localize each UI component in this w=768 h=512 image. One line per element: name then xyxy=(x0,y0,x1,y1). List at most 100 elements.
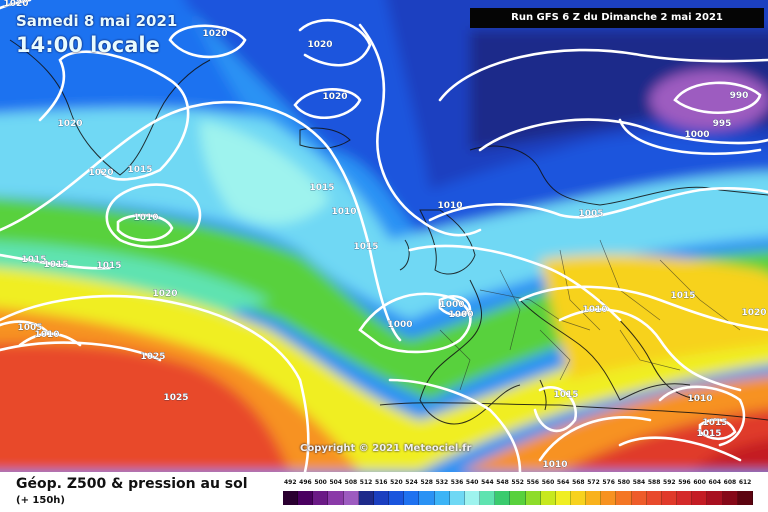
color-scale-label: 560 xyxy=(541,479,555,486)
isobar-label: 1020 xyxy=(741,308,766,318)
color-scale-label: 544 xyxy=(481,479,494,486)
color-scale-label: 532 xyxy=(435,479,449,486)
color-scale-label: 516 xyxy=(374,479,388,486)
color-scale xyxy=(283,491,753,505)
isobar-label: 1025 xyxy=(140,352,165,362)
color-scale-swatch xyxy=(540,491,556,505)
isobar-label: 1020 xyxy=(57,119,82,129)
color-scale-label: 520 xyxy=(390,479,403,486)
isobar-label: 1010 xyxy=(133,213,158,223)
color-scale-label: 552 xyxy=(511,479,524,486)
coastlines xyxy=(9,39,768,425)
isobar-label: 1015 xyxy=(309,183,334,193)
color-scale-label: 536 xyxy=(450,479,464,486)
isobar-label: 1010 xyxy=(582,305,607,315)
color-scale-label: 580 xyxy=(617,479,631,486)
color-scale-label: 492 xyxy=(284,479,297,486)
forecast-time: 14:00 locale xyxy=(16,33,160,57)
color-scale-swatch xyxy=(586,491,602,505)
color-scale-label: 528 xyxy=(420,479,433,486)
color-scale-swatch xyxy=(328,491,344,505)
color-scale-swatch xyxy=(449,491,465,505)
color-scale-swatch xyxy=(434,491,450,505)
color-scale-label: 596 xyxy=(678,479,691,486)
copyright-notice: Copyright © 2021 Meteociel.fr xyxy=(300,443,472,454)
color-scale-swatch xyxy=(358,491,374,505)
legend-title: Géop. Z500 & pression au sol xyxy=(16,476,248,492)
color-scale-swatch xyxy=(570,491,587,505)
forecast-lead-time: (+ 150h) xyxy=(16,495,65,506)
color-scale-swatch xyxy=(677,491,693,505)
color-scale-swatch xyxy=(419,491,435,505)
color-scale-swatch xyxy=(404,491,420,505)
isobar-label: 1010 xyxy=(34,330,59,340)
color-scale-swatch xyxy=(480,491,496,505)
isobar-label: 1015 xyxy=(553,390,578,400)
color-scale-label: 604 xyxy=(708,479,722,486)
isobar-label: 1005 xyxy=(17,323,42,333)
isobar-label: 1020 xyxy=(202,29,227,39)
isobar-label: 1015 xyxy=(670,291,695,301)
isobar-labels: 1020 1020 1020 1020 1020 1020 1015 1015 … xyxy=(3,0,766,470)
isobar-label: 1015 xyxy=(127,165,152,175)
color-scale-label: 612 xyxy=(738,479,752,486)
color-scale-label: 504 xyxy=(329,479,342,486)
isobar-label: 1010 xyxy=(687,394,712,404)
color-scale-swatch xyxy=(601,491,617,505)
color-scale-label: 600 xyxy=(693,479,706,486)
isobar-label: 1020 xyxy=(322,92,347,102)
color-scale-label: 572 xyxy=(587,479,600,486)
color-scale-swatch xyxy=(737,491,753,505)
color-scale-label: 500 xyxy=(314,479,327,486)
color-scale-swatch xyxy=(389,491,405,505)
color-scale-labels: 492 496 500 504 508 512 516 520 524 528 532 536 540 5… xyxy=(283,479,753,489)
color-scale-swatch xyxy=(631,491,647,505)
color-scale-swatch xyxy=(495,491,511,505)
color-scale-label: 512 xyxy=(359,479,373,486)
isobar-lines xyxy=(0,0,768,472)
color-scale-label: 584 xyxy=(632,479,646,486)
color-scale-swatch xyxy=(373,491,390,505)
color-scale-label: 568 xyxy=(572,479,585,486)
isobar-label: 1020 xyxy=(88,168,113,178)
isobar-label: 1020 xyxy=(152,289,177,299)
color-scale-swatch xyxy=(510,491,526,505)
isobar-label: 1005 xyxy=(578,209,603,219)
color-scale-label: 508 xyxy=(344,479,358,486)
isobar-label: 1000 xyxy=(387,320,412,330)
isobar-label: 1015 xyxy=(21,255,46,265)
isobar-label: 1020 xyxy=(3,0,28,9)
color-scale-label: 548 xyxy=(496,479,509,486)
color-scale-swatch xyxy=(555,491,571,505)
color-scale-swatch xyxy=(616,491,632,505)
color-scale-label: 592 xyxy=(663,479,676,486)
isobar-label: 1020 xyxy=(307,40,332,50)
color-scale-label: 576 xyxy=(602,479,615,486)
isobar-label: 1000 xyxy=(684,130,709,140)
isobar-label: 990 xyxy=(730,91,749,101)
color-scale-swatch xyxy=(343,491,359,505)
isobar-label: 1015 xyxy=(43,260,68,270)
color-scale-swatch xyxy=(464,491,481,505)
isobar-label: 1015 xyxy=(702,418,727,428)
isobar-label: 1025 xyxy=(163,393,188,403)
isobar-label: 1015 xyxy=(696,429,721,439)
color-scale-label: 588 xyxy=(647,479,661,486)
color-scale-swatch xyxy=(525,491,541,505)
isobar-label: 995 xyxy=(713,119,732,129)
color-scale-swatch xyxy=(707,491,723,505)
model-run-label: Run GFS 6 Z du Dimanche 2 mai 2021 xyxy=(470,8,764,28)
isobar-label: 1015 xyxy=(96,261,121,271)
isobar-label: 1000 xyxy=(439,300,464,310)
forecast-date: Samedi 8 mai 2021 xyxy=(16,12,178,30)
color-scale-label: 556 xyxy=(526,479,540,486)
color-scale-swatch xyxy=(646,491,662,505)
color-scale-swatch xyxy=(313,491,329,505)
color-scale-swatch xyxy=(283,491,299,505)
color-scale-swatch xyxy=(298,491,314,505)
isobar-label: 1000 xyxy=(448,310,473,320)
isobar-label: 1015 xyxy=(353,242,378,252)
color-scale-label: 608 xyxy=(723,479,737,486)
color-scale-label: 564 xyxy=(556,479,570,486)
